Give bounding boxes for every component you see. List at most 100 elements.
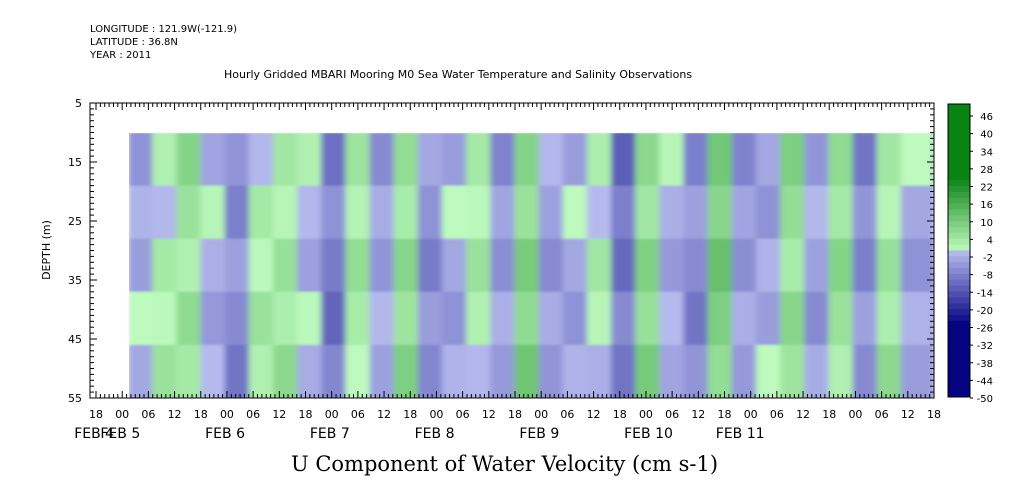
x-tick-label: 12	[587, 408, 601, 421]
heatmap-cell	[755, 291, 783, 346]
heatmap-cell	[417, 344, 444, 398]
colorbar-segment	[948, 139, 970, 146]
heatmap-cell	[852, 133, 879, 187]
heatmap-cell	[804, 291, 831, 346]
y-tick-label: 25	[68, 215, 82, 228]
colorbar-segment	[948, 291, 970, 298]
colorbar-segment	[948, 279, 970, 287]
colorbar-segment	[948, 268, 970, 275]
heatmap-cell	[731, 238, 758, 293]
heatmap-cell	[417, 133, 444, 187]
colorbar-segment	[948, 133, 970, 140]
heatmap-cell	[538, 291, 565, 346]
x-tick-label: 06	[141, 408, 155, 421]
x-day-label: FEB 9	[519, 426, 559, 442]
heatmap-cell	[321, 344, 348, 398]
heatmap-cell	[393, 133, 420, 187]
heatmap-cell	[562, 291, 589, 346]
heatmap-cell	[755, 238, 783, 293]
heatmap-cell	[852, 238, 879, 293]
heatmap-cell	[129, 291, 155, 346]
heatmap-cell	[224, 238, 251, 293]
heatmap-cell	[176, 133, 203, 187]
x-day-label: FEB 8	[415, 426, 455, 442]
heatmap-cell	[417, 185, 444, 240]
heatmap-cell	[272, 185, 300, 240]
chart-title: Hourly Gridded MBARI Mooring M0 Sea Wate…	[224, 68, 693, 81]
heatmap-cell	[731, 291, 758, 346]
heatmap-cell	[586, 291, 613, 346]
heatmap-cell	[780, 133, 807, 187]
colorbar-segment	[948, 191, 970, 199]
heatmap-cell	[707, 238, 734, 293]
heatmap-cell	[224, 133, 251, 187]
x-day-label: FEB 4	[74, 426, 114, 442]
heatmap-cell	[152, 185, 179, 240]
colorbar-label: 16	[980, 200, 993, 211]
heatmap-cell	[538, 185, 565, 240]
x-tick-label: 12	[796, 408, 810, 421]
latitude-label: LATITUDE : 36.8N	[90, 37, 178, 48]
colorbar-label: 22	[980, 183, 993, 194]
colorbar-segment	[948, 127, 970, 134]
x-tick-label: 06	[560, 408, 574, 421]
heatmap-cell	[755, 344, 783, 398]
heatmap-cell	[683, 238, 710, 293]
heatmap-cell	[272, 344, 300, 398]
x-tick-label: 06	[246, 408, 260, 421]
heatmap-cell	[321, 185, 348, 240]
x-tick-label: 12	[168, 408, 182, 421]
heatmap-cell	[900, 238, 934, 293]
heatmap-cell	[876, 344, 903, 398]
heatmap-cell	[224, 291, 251, 346]
heatmap-cell	[441, 133, 469, 187]
heatmap-cell	[755, 185, 783, 240]
heatmap-cell	[828, 133, 855, 187]
colorbar-segment	[948, 344, 970, 351]
x-tick-label: 12	[272, 408, 286, 421]
colorbar-segment	[948, 320, 970, 328]
heatmap-cell	[611, 291, 638, 346]
colorbar-segment	[948, 262, 970, 269]
heatmap-cell	[852, 185, 879, 240]
heatmap-cell	[417, 238, 444, 293]
x-tick-label: 06	[770, 408, 784, 421]
x-tick-label: 00	[115, 408, 129, 421]
colorbar-segment	[948, 232, 970, 240]
x-tick-label: 12	[482, 408, 496, 421]
heatmap-cell	[200, 238, 227, 293]
heatmap-cell	[248, 291, 275, 346]
heatmap-cell	[900, 185, 934, 240]
heatmap-cell	[852, 344, 879, 398]
y-axis-title: DEPTH (m)	[40, 220, 53, 280]
heatmap-cell	[200, 344, 227, 398]
heatmap-cell	[562, 238, 589, 293]
colorbar-segment	[948, 121, 970, 128]
colorbar-label: -8	[983, 271, 993, 282]
colorbar-label: 28	[980, 165, 993, 176]
colorbar-segment	[948, 250, 970, 257]
heatmap-cell	[297, 238, 324, 293]
heatmap-cell	[659, 238, 686, 293]
heatmap-cell	[200, 291, 227, 346]
colorbar-segment	[948, 256, 970, 263]
colorbar-segment	[948, 197, 970, 205]
heatmap-cell	[514, 185, 541, 240]
x-tick-label: 18	[89, 408, 103, 421]
x-tick-label: 06	[456, 408, 470, 421]
colorbar-segment	[948, 174, 970, 181]
heatmap-cell	[466, 344, 493, 398]
heatmap-cell	[611, 185, 638, 240]
heatmap-cell	[586, 344, 613, 398]
heatmap-cell	[248, 344, 275, 398]
heatmap-cell	[683, 344, 710, 398]
colorbar-segment	[948, 273, 970, 281]
colorbar-segment	[948, 162, 970, 169]
heatmap-cell	[466, 291, 493, 346]
colorbar-segment	[948, 150, 970, 158]
x-tick-label: 18	[508, 408, 522, 421]
colorbar-label: -38	[977, 359, 993, 370]
colorbar-segment	[948, 367, 970, 375]
heatmap-cell	[369, 344, 396, 398]
colorbar-segment	[948, 238, 970, 246]
